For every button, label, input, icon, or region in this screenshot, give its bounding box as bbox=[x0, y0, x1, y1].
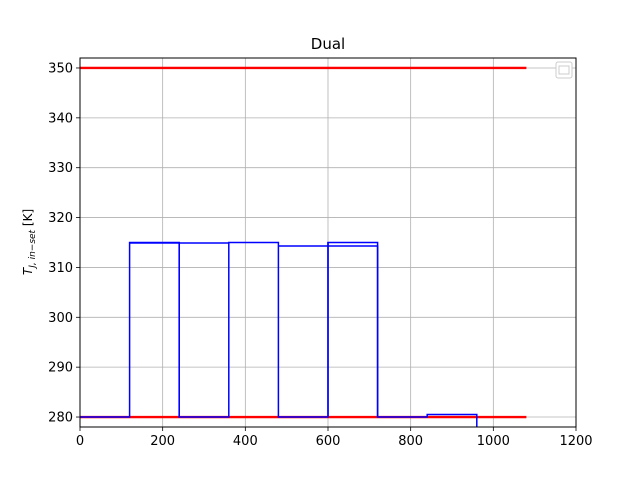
y-tick-label: 340 bbox=[48, 111, 73, 126]
series-group bbox=[80, 66, 527, 427]
y-tick-label: 320 bbox=[48, 211, 73, 226]
x-tick-label: 800 bbox=[398, 434, 423, 449]
y-tick-label: 290 bbox=[48, 361, 73, 376]
y-tick-label: 310 bbox=[48, 261, 73, 276]
legend-marker bbox=[558, 65, 570, 75]
x-tick-label: 1000 bbox=[477, 434, 510, 449]
x-tick-label: 200 bbox=[150, 434, 175, 449]
y-axis-label-subscript: J, in−set bbox=[28, 229, 38, 269]
series-line-4 bbox=[278, 245, 379, 418]
y-axis-label-unit: [K] bbox=[21, 209, 35, 230]
legend-box bbox=[555, 61, 573, 79]
x-tick-label: 400 bbox=[233, 434, 258, 449]
chart-title: Dual bbox=[311, 35, 345, 53]
y-tick-label: 300 bbox=[48, 311, 73, 326]
y-tick-label: 350 bbox=[48, 61, 73, 76]
x-tick-label: 600 bbox=[316, 434, 341, 449]
y-axis-label-main: T bbox=[21, 266, 35, 275]
x-axis: 0 200 400 600 800 1000 1200 bbox=[76, 427, 593, 449]
y-tick-label: 280 bbox=[48, 411, 73, 426]
y-axis: 280 290 300 310 320 330 340 350 bbox=[48, 61, 80, 426]
x-tick-label: 1200 bbox=[559, 434, 592, 449]
x-tick-label: 0 bbox=[76, 434, 84, 449]
y-axis-label: TJ, in−set [K] bbox=[21, 209, 38, 275]
y-tick-label: 330 bbox=[48, 161, 73, 176]
